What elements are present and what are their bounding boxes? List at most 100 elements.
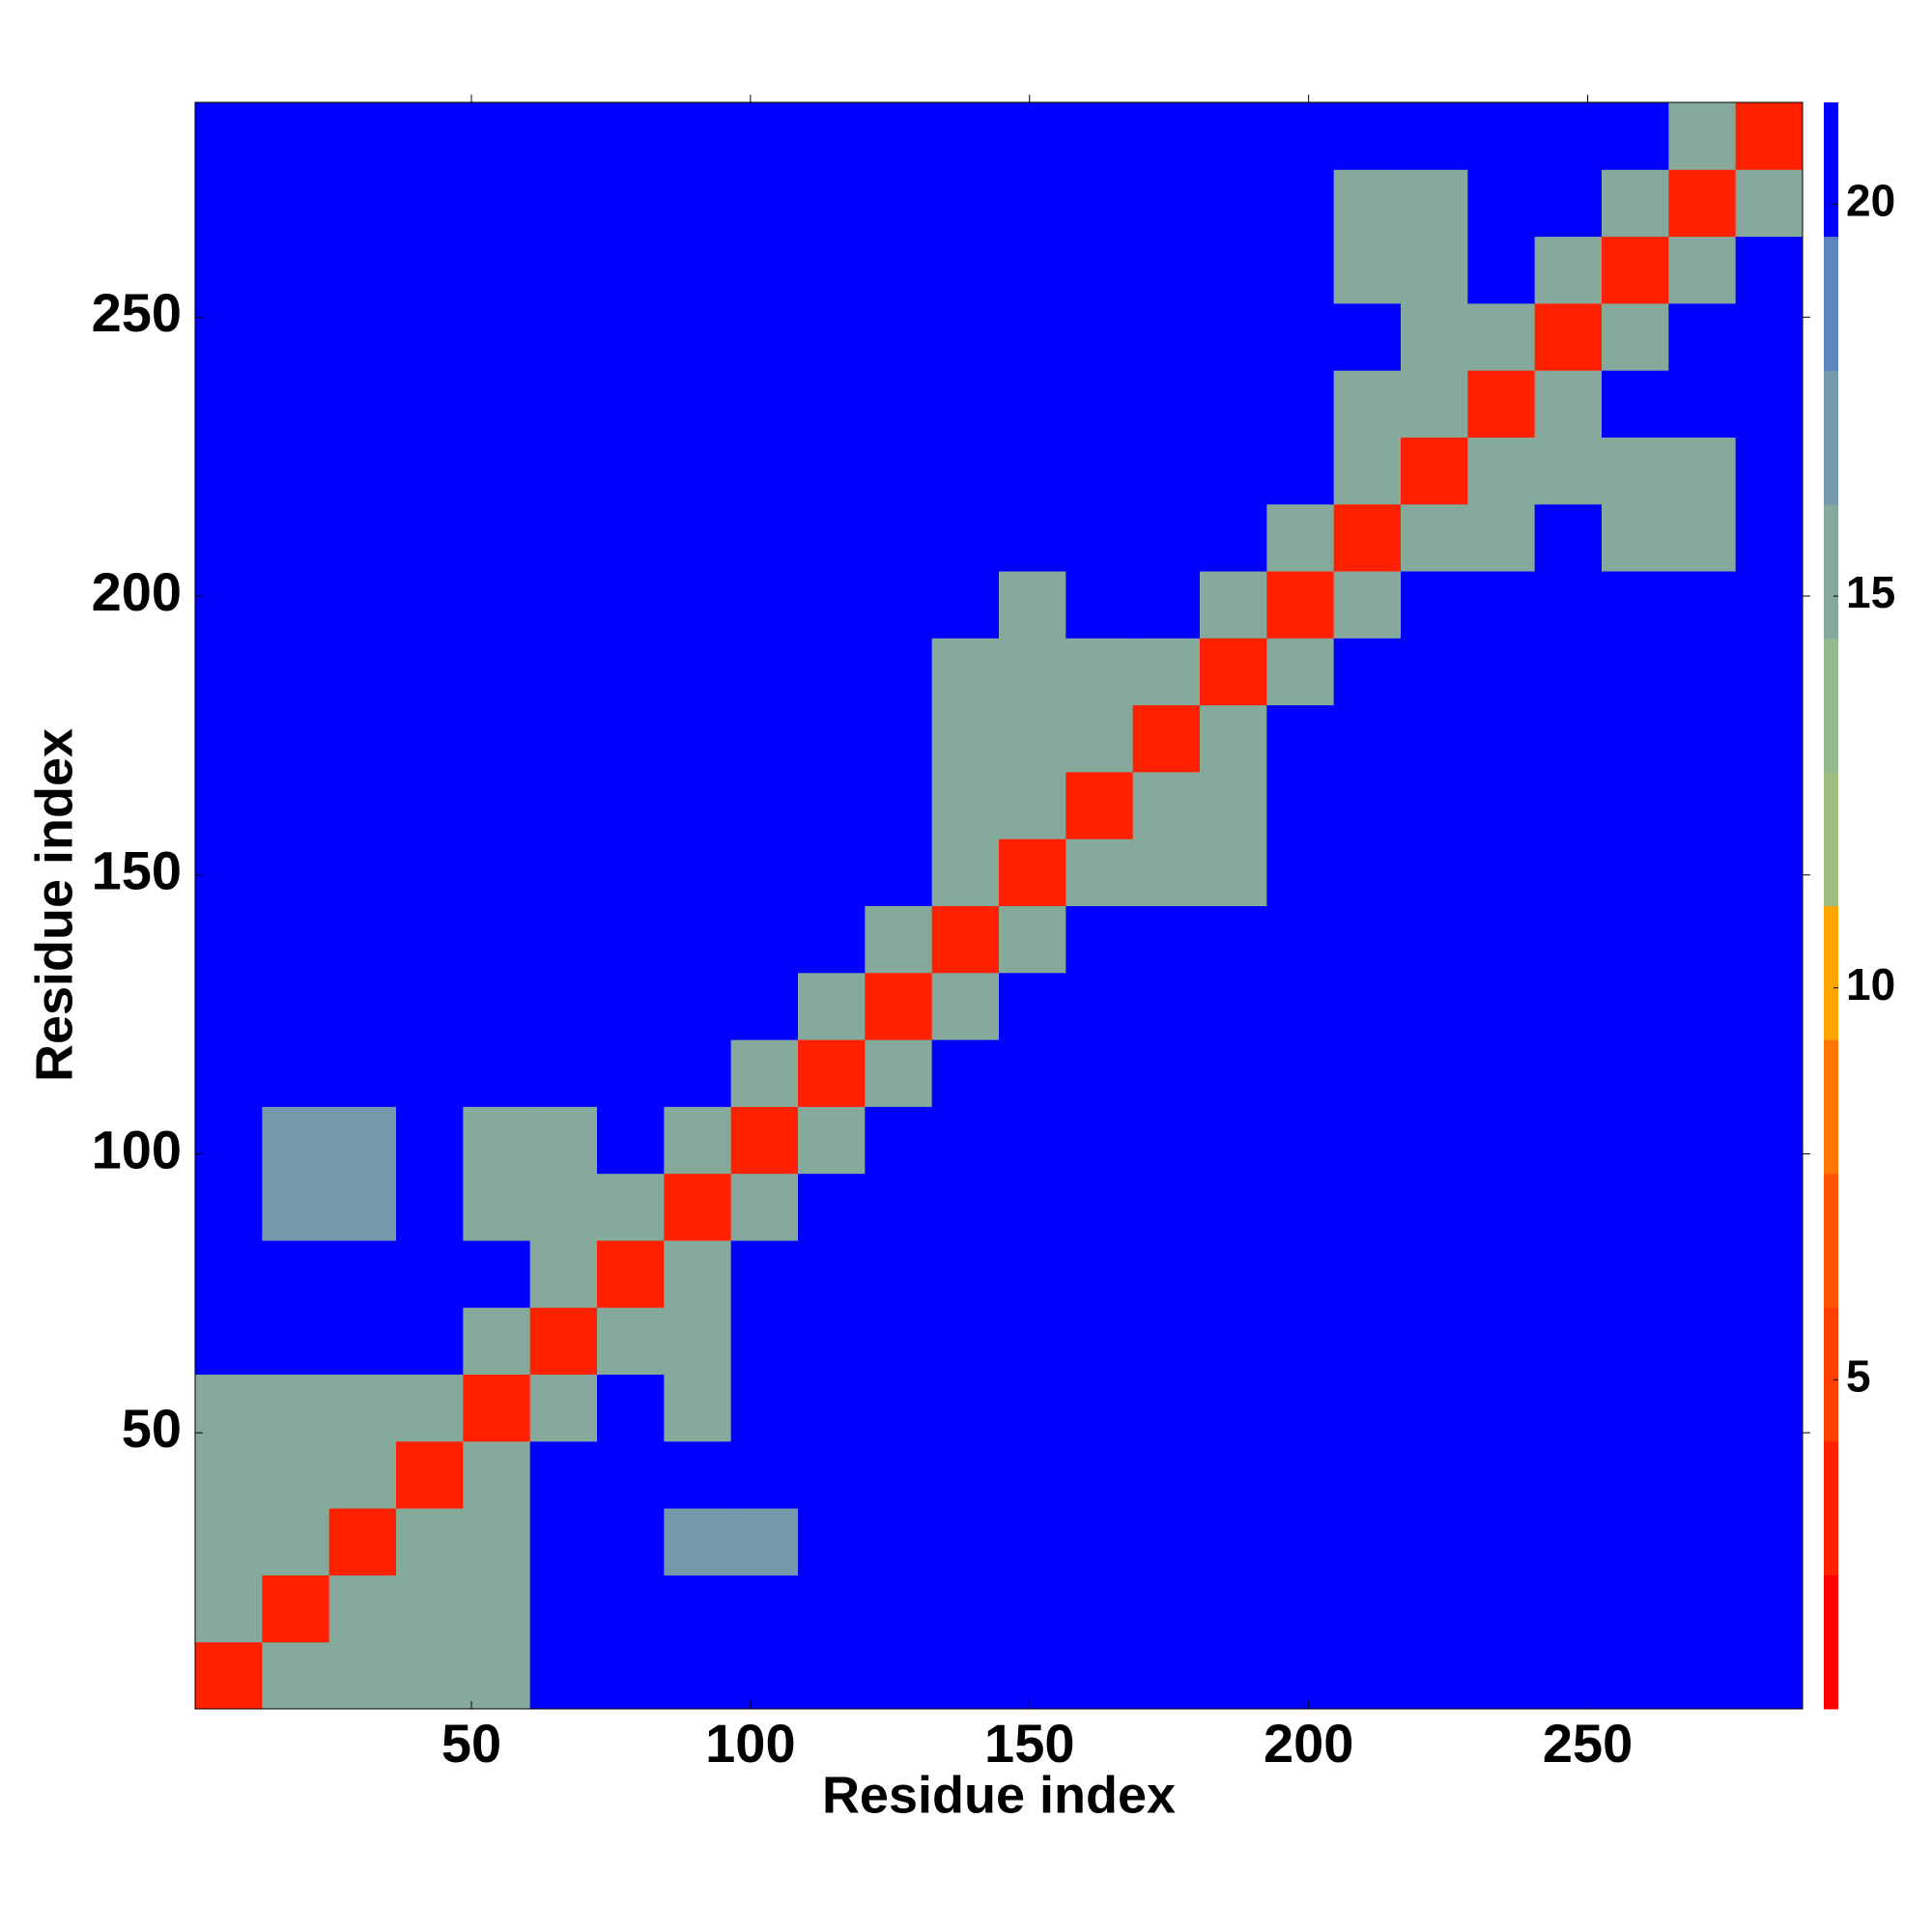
heatmap-cell [1065, 838, 1134, 906]
heatmap-cell [664, 1440, 732, 1509]
heatmap-cell [195, 1641, 263, 1710]
heatmap-cell [1200, 638, 1267, 706]
heatmap-cell [664, 302, 732, 371]
heatmap-cell [999, 236, 1066, 304]
heatmap-cell [1467, 169, 1536, 238]
heatmap-cell [1668, 102, 1737, 170]
heatmap-cell [529, 1374, 598, 1442]
heatmap-cell [664, 905, 732, 974]
heatmap-cell [999, 1374, 1066, 1442]
heatmap-cell [195, 1239, 263, 1308]
heatmap-cell [463, 1239, 531, 1308]
heatmap-cell [328, 302, 397, 371]
heatmap-cell [1132, 236, 1201, 304]
heatmap-cell [1602, 102, 1669, 170]
heatmap-cell [1132, 704, 1201, 773]
heatmap-cell [1534, 1239, 1603, 1308]
heatmap-cell [1401, 905, 1468, 974]
heatmap-cell [664, 370, 732, 438]
colorbar-tick-label: 5 [1846, 1350, 1871, 1401]
heatmap-cell [597, 102, 665, 170]
heatmap-cell [328, 503, 397, 572]
heatmap-cell [262, 1106, 330, 1175]
heatmap-cell [463, 370, 531, 438]
heatmap-cell [597, 370, 665, 438]
heatmap-cell [1534, 1508, 1603, 1576]
heatmap-cell [1333, 1374, 1402, 1442]
heatmap-cell [798, 1508, 866, 1576]
heatmap-cell [328, 1374, 397, 1442]
heatmap-cell [1266, 972, 1335, 1040]
heatmap-cell [1200, 771, 1267, 839]
heatmap-cell [1333, 1440, 1402, 1509]
heatmap-cell [262, 370, 330, 438]
heatmap-cell [999, 1239, 1066, 1308]
heatmap-cell [1534, 1440, 1603, 1509]
colorbar-segment [1824, 236, 1838, 371]
heatmap-cell [195, 1374, 263, 1442]
heatmap-cell [597, 905, 665, 974]
heatmap-cell [1534, 302, 1603, 371]
heatmap-cell [1401, 1307, 1468, 1376]
heatmap-cell [328, 905, 397, 974]
heatmap-cell [664, 1641, 732, 1710]
heatmap-cell [999, 1307, 1066, 1376]
heatmap-cell [396, 1508, 464, 1576]
heatmap-cell [664, 1173, 732, 1241]
heatmap-cell [1467, 1575, 1536, 1643]
heatmap-cell [1467, 905, 1536, 974]
heatmap-cell [1467, 571, 1536, 639]
heatmap-cell [1602, 972, 1669, 1040]
heatmap-cell [931, 169, 1000, 238]
heatmap-cell [195, 1173, 263, 1241]
heatmap-cell [1401, 1374, 1468, 1442]
heatmap-cell [730, 437, 799, 505]
heatmap-cell [328, 1508, 397, 1576]
heatmap-cell [1534, 1039, 1603, 1107]
heatmap-cell [798, 905, 866, 974]
heatmap-cell [529, 905, 598, 974]
heatmap-cell [1132, 1039, 1201, 1107]
heatmap-cell [328, 1039, 397, 1107]
heatmap-cell [1467, 1641, 1536, 1710]
heatmap-cell [730, 503, 799, 572]
heatmap-cell [1065, 169, 1134, 238]
heatmap-cell [597, 503, 665, 572]
heatmap-cell [1735, 704, 1804, 773]
heatmap-cell [865, 370, 933, 438]
heatmap-cell [798, 236, 866, 304]
heatmap-cell [396, 1440, 464, 1509]
heatmap-cell [1266, 1239, 1335, 1308]
heatmap-cell [1401, 437, 1468, 505]
heatmap-cell [328, 437, 397, 505]
heatmap-cell [396, 771, 464, 839]
heatmap-cell [1668, 1039, 1737, 1107]
heatmap-cell [328, 370, 397, 438]
y-axis-title: Residue index [25, 728, 83, 1082]
heatmap-cell [798, 704, 866, 773]
heatmap-cell [1401, 771, 1468, 839]
colorbar-segment [1824, 102, 1838, 238]
heatmap-cell [195, 972, 263, 1040]
heatmap-cell [195, 704, 263, 773]
heatmap-cell [195, 905, 263, 974]
heatmap-cell [262, 503, 330, 572]
heatmap-cell [1534, 1374, 1603, 1442]
heatmap-cell [529, 1239, 598, 1308]
heatmap-cell [396, 905, 464, 974]
heatmap-cell [999, 437, 1066, 505]
heatmap-cell [931, 905, 1000, 974]
heatmap-cell [1534, 370, 1603, 438]
heatmap-cell [262, 838, 330, 906]
x-tick-label: 50 [441, 1713, 501, 1774]
heatmap-cell [865, 1440, 933, 1509]
heatmap-cell [1467, 704, 1536, 773]
heatmap-cell [1735, 503, 1804, 572]
heatmap-cell [664, 771, 732, 839]
heatmap-cell [1333, 1039, 1402, 1107]
heatmap-cell [931, 972, 1000, 1040]
heatmap-cell [1065, 236, 1134, 304]
heatmap-cell [1333, 437, 1402, 505]
heatmap-cell [1065, 370, 1134, 438]
